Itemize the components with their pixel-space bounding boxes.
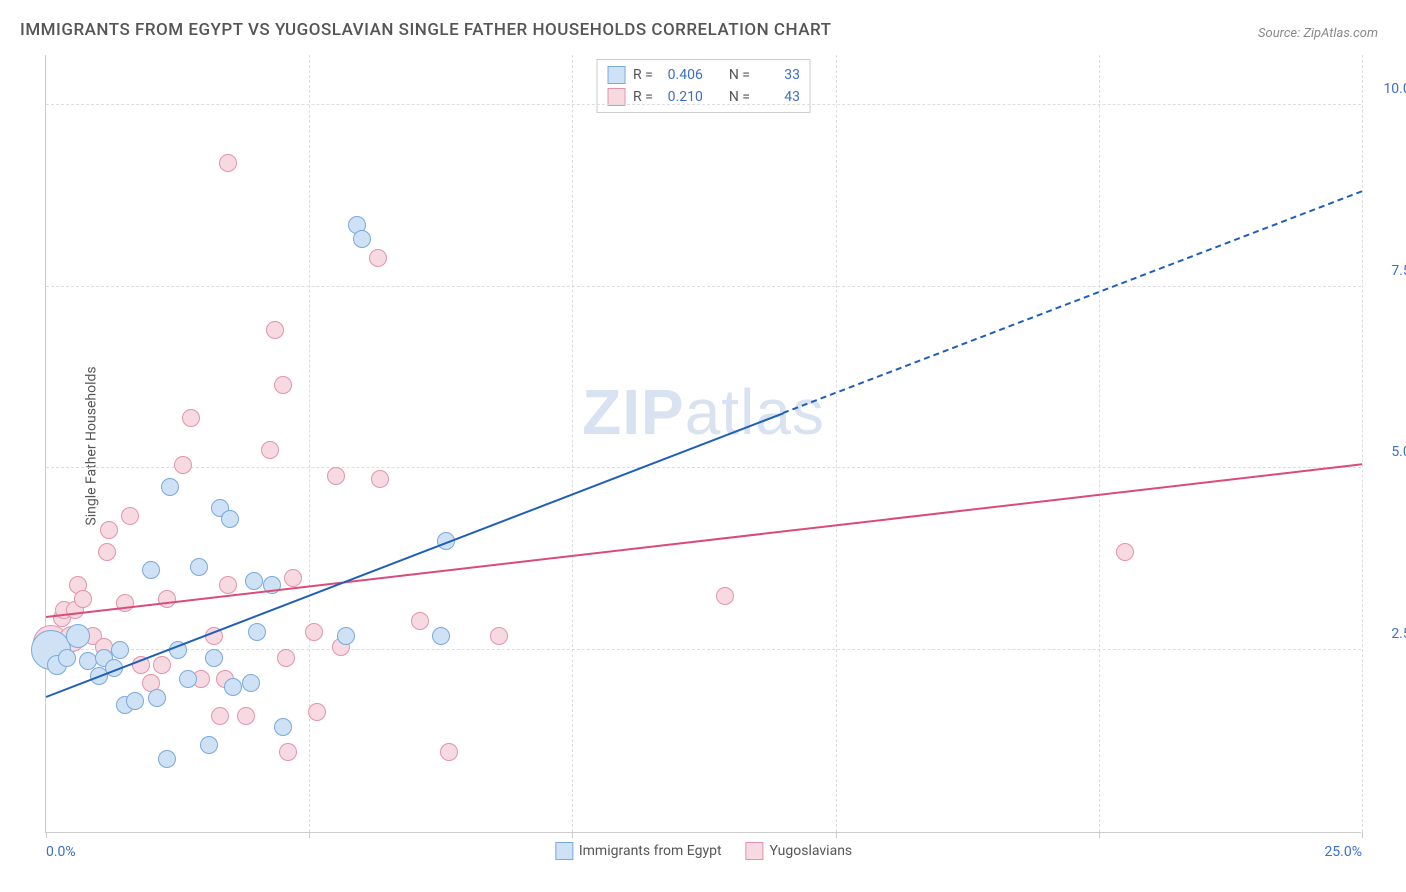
chart-source: Source: ZipAtlas.com (1258, 26, 1378, 41)
x-tick-mark (572, 832, 573, 838)
data-point-yugo (305, 623, 323, 641)
x-tick-mark (1099, 832, 1100, 838)
legend-item-egypt: Immigrants from Egypt (555, 842, 722, 860)
legend-label-yugo: Yugoslavians (770, 843, 853, 859)
data-point-yugo (174, 456, 192, 474)
legend-n-value-yugo: 43 (758, 89, 800, 105)
data-point-yugo (279, 743, 297, 761)
data-point-yugo (308, 703, 326, 721)
data-point-yugo (1116, 543, 1134, 561)
legend-n-label-yugo: N = (729, 89, 750, 105)
data-point-egypt (179, 670, 197, 688)
legend-n-label-egypt: N = (729, 67, 750, 83)
data-point-yugo (98, 543, 116, 561)
data-point-egypt (248, 623, 266, 641)
source-value: ZipAtlas.com (1303, 26, 1378, 41)
data-point-egypt (126, 692, 144, 710)
gridline-horizontal (46, 286, 1361, 287)
series-legend: Immigrants from Egypt Yugoslavians (555, 842, 852, 860)
x-tick-label: 25.0% (1324, 844, 1362, 860)
data-point-yugo (274, 376, 292, 394)
watermark-rest: atlas (685, 376, 825, 448)
x-tick-mark (46, 832, 47, 838)
data-point-egypt (337, 627, 355, 645)
data-point-yugo (490, 627, 508, 645)
data-point-egypt (200, 736, 218, 754)
legend-item-yugo: Yugoslavians (746, 842, 853, 860)
data-point-yugo (100, 521, 118, 539)
legend-swatch-yugo-bottom (746, 842, 764, 860)
legend-row-egypt: R = 0.406 N = 33 (607, 64, 800, 86)
data-point-egypt (66, 624, 90, 648)
gridline-vertical (572, 55, 573, 832)
data-point-yugo (158, 590, 176, 608)
gridline-vertical (1099, 55, 1100, 832)
data-point-yugo (74, 590, 92, 608)
legend-swatch-egypt-bottom (555, 842, 573, 860)
data-point-yugo (369, 249, 387, 267)
legend-label-egypt: Immigrants from Egypt (579, 843, 722, 859)
y-tick-label: 10.0% (1366, 81, 1406, 97)
data-point-yugo (261, 441, 279, 459)
data-point-yugo (440, 743, 458, 761)
source-label: Source: (1258, 26, 1300, 41)
data-point-egypt (242, 674, 260, 692)
data-point-egypt (148, 689, 166, 707)
data-point-egypt (205, 649, 223, 667)
data-point-yugo (371, 470, 389, 488)
legend-r-label-egypt: R = (633, 67, 653, 83)
x-tick-label: 0.0% (46, 844, 76, 860)
legend-r-value-yugo: 0.210 (661, 89, 703, 105)
data-point-yugo (121, 507, 139, 525)
chart-title: IMMIGRANTS FROM EGYPT VS YUGOSLAVIAN SIN… (20, 20, 831, 40)
data-point-egypt (274, 718, 292, 736)
legend-r-value-egypt: 0.406 (661, 67, 703, 83)
x-tick-mark (836, 832, 837, 838)
data-point-yugo (277, 649, 295, 667)
gridline-vertical (836, 55, 837, 832)
trend-line (46, 412, 784, 697)
data-point-yugo (266, 321, 284, 339)
data-point-egypt (353, 230, 371, 248)
legend-r-label-yugo: R = (633, 89, 653, 105)
y-tick-label: 2.5% (1366, 626, 1406, 642)
data-point-yugo (182, 409, 200, 427)
data-point-yugo (411, 612, 429, 630)
gridline-horizontal (46, 467, 1361, 468)
watermark-bold: ZIP (582, 376, 685, 448)
data-point-egypt (221, 510, 239, 528)
data-point-egypt (432, 627, 450, 645)
data-point-yugo (284, 569, 302, 587)
data-point-yugo (716, 587, 734, 605)
data-point-yugo (327, 467, 345, 485)
y-tick-label: 5.0% (1366, 444, 1406, 460)
data-point-egypt (190, 558, 208, 576)
data-point-egypt (245, 572, 263, 590)
data-point-egypt (142, 561, 160, 579)
data-point-yugo (153, 656, 171, 674)
trend-line (46, 463, 1362, 618)
y-tick-label: 7.5% (1366, 263, 1406, 279)
data-point-egypt (161, 478, 179, 496)
gridline-horizontal (46, 104, 1361, 105)
gridline-horizontal (46, 649, 1361, 650)
data-point-yugo (219, 576, 237, 594)
data-point-yugo (237, 707, 255, 725)
data-point-egypt (58, 649, 76, 667)
gridline-vertical (1362, 55, 1363, 832)
x-tick-mark (1362, 832, 1363, 838)
trend-line (783, 190, 1363, 414)
data-point-egypt (111, 641, 129, 659)
data-point-egypt (158, 750, 176, 768)
data-point-egypt (224, 678, 242, 696)
watermark: ZIPatlas (582, 375, 825, 449)
data-point-yugo (219, 154, 237, 172)
plot-area: ZIPatlas R = 0.406 N = 33 R = 0.210 N = … (45, 55, 1361, 833)
x-tick-mark (309, 832, 310, 838)
legend-n-value-egypt: 33 (758, 67, 800, 83)
legend-swatch-egypt (607, 66, 625, 84)
data-point-yugo (211, 707, 229, 725)
